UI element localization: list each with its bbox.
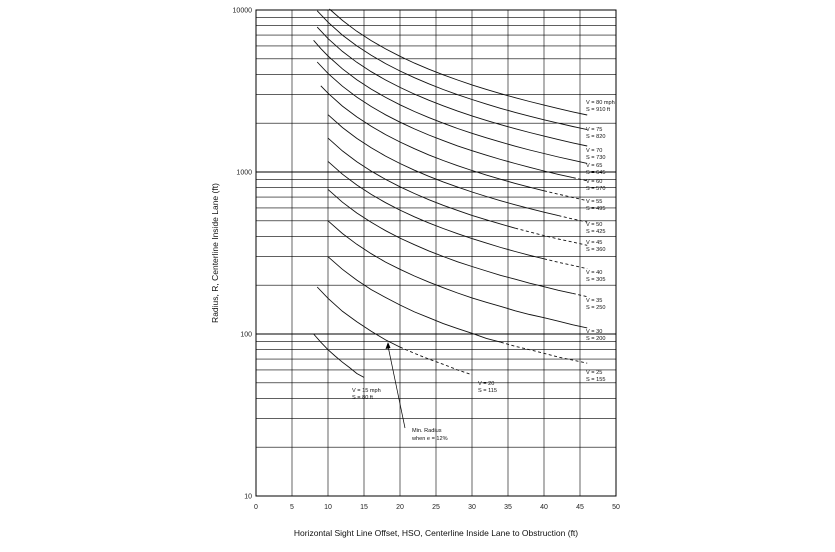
curve-label-s: S = 570 xyxy=(586,186,605,192)
y-tick-label: 10 xyxy=(244,494,252,501)
x-axis-title: Horizontal Sight Line Offset, HSO, Cente… xyxy=(294,528,578,538)
curve-label-s: S = 250 xyxy=(586,305,605,311)
annotation-leader xyxy=(387,345,406,429)
curve-dashed-155 xyxy=(500,341,588,364)
curve-dashed-495 xyxy=(543,190,588,202)
curve-label-v: V = 60 xyxy=(586,179,602,185)
curve-label-v: V = 30 xyxy=(586,329,602,335)
curve-solid-155 xyxy=(327,256,501,343)
curve-dashed-570 xyxy=(572,177,588,182)
x-tick-label: 10 xyxy=(324,504,332,511)
curve-label-s: S = 495 xyxy=(586,206,605,212)
curve-label-v: V = 50 xyxy=(586,222,602,228)
x-tick-label: 20 xyxy=(396,504,404,511)
x-tick-label: 35 xyxy=(504,504,512,511)
x-tick-label: 30 xyxy=(468,504,476,511)
curve-label-v: V = 75 xyxy=(586,127,602,133)
curve-label-v: V = 15 mph xyxy=(352,388,381,394)
curve-label-v: V = 40 xyxy=(586,270,602,276)
curve-layer xyxy=(313,8,588,378)
curve-label-s: S = 305 xyxy=(586,277,605,283)
y-tick-label: 100 xyxy=(240,332,252,339)
y-axis-title: Radius, R, Centerline Inside Lane (ft) xyxy=(210,183,220,323)
curve-label-v: V = 70 xyxy=(586,148,602,154)
curve-label-s: S = 730 xyxy=(586,155,605,161)
x-tick-label: 50 xyxy=(612,504,620,511)
x-tick-label: 40 xyxy=(540,504,548,511)
x-tick-label: 5 xyxy=(290,504,294,511)
curve-label-v: V = 65 xyxy=(586,163,602,169)
annot-layer: Min. Radius when e = 12% xyxy=(385,342,448,442)
curve-solid-80 xyxy=(313,333,365,378)
curve-solid-730 xyxy=(316,26,588,147)
y-tick-label: 10000 xyxy=(233,8,253,15)
curve-label-s: S = 820 xyxy=(586,134,605,140)
plot-frame xyxy=(255,9,617,497)
annotation-text-line1: Min. Radius xyxy=(412,428,442,434)
curve-dashed-250 xyxy=(572,292,588,298)
curve-solid-820 xyxy=(316,10,588,131)
curve-dashed-305 xyxy=(543,258,588,270)
curve-dashed-360 xyxy=(515,227,588,246)
curve-solid-425 xyxy=(327,114,559,217)
curve-solid-910 xyxy=(329,8,588,116)
curve-label-s: S = 80 ft xyxy=(352,395,373,401)
curve-label-s: S = 645 xyxy=(586,170,605,176)
curve-label-v: V = 80 mph xyxy=(586,100,615,106)
curve-label-s: S = 115 xyxy=(478,388,497,394)
annotation-arrowhead xyxy=(385,342,391,349)
curve-label-v: V = 35 xyxy=(586,298,602,304)
x-tick-label: 15 xyxy=(360,504,368,511)
curve-solid-360 xyxy=(327,137,516,229)
curve-label-s: S = 910 ft xyxy=(586,107,611,113)
x-tick-label: 25 xyxy=(432,504,440,511)
curve-solid-645 xyxy=(313,40,588,164)
x-tick-label: 0 xyxy=(254,504,258,511)
curve-label-v: V = 25 xyxy=(586,370,602,376)
annotation-text-line2: when e = 12% xyxy=(411,436,448,442)
x-tick-label: 45 xyxy=(576,504,584,511)
curve-dashed-425 xyxy=(558,215,588,223)
curve-dashed-115 xyxy=(399,346,473,376)
y-tick-label: 1000 xyxy=(236,170,252,177)
curve-label-s: S = 155 xyxy=(586,377,605,383)
curve-label-v: V = 45 xyxy=(586,240,602,246)
curve-label-v: V = 55 xyxy=(586,199,602,205)
curve-solid-495 xyxy=(320,85,545,192)
curve-solid-305 xyxy=(327,161,545,260)
curve-solid-250 xyxy=(327,189,573,294)
curve-label-s: S = 425 xyxy=(586,229,605,235)
curve-solid-115 xyxy=(316,286,401,348)
curve-solid-200 xyxy=(327,220,588,329)
curve-label-v: V = 20 xyxy=(478,381,494,387)
curve-label-s: S = 200 xyxy=(586,336,605,342)
curve-solid-570 xyxy=(316,61,573,179)
curve-label-s: S = 360 xyxy=(586,247,605,253)
